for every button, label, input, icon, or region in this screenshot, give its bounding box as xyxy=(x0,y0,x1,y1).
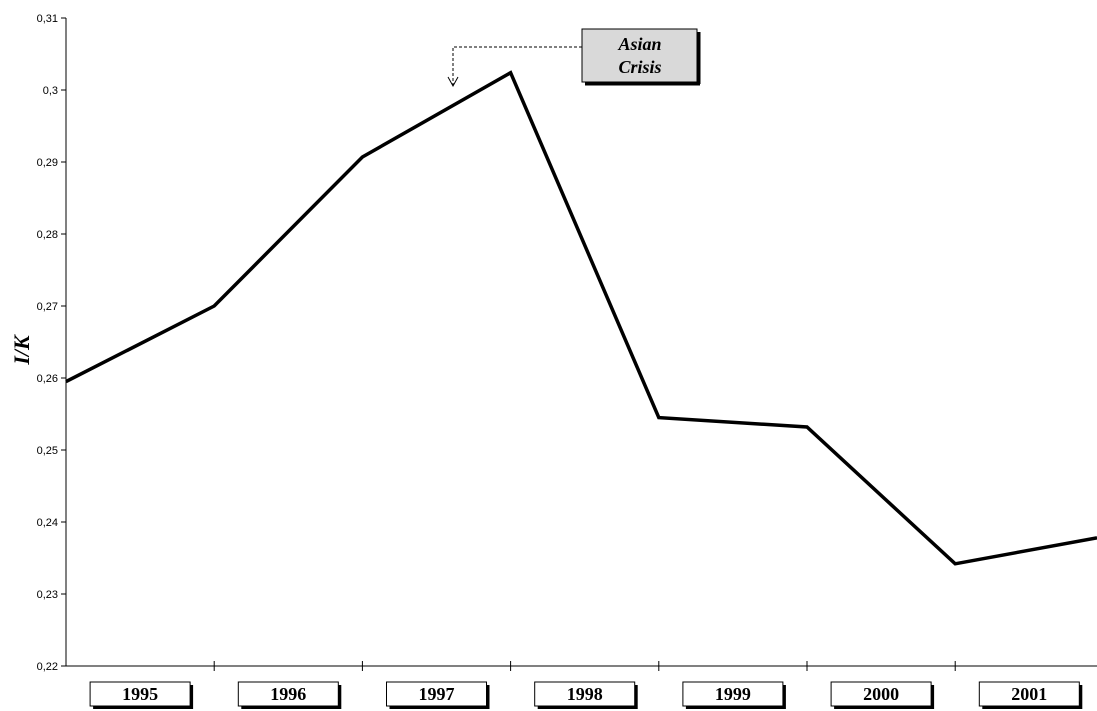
year-label-box xyxy=(386,681,487,707)
annotation-text-line-2: Crisis xyxy=(618,57,661,77)
x-ticks xyxy=(213,661,956,671)
annotation-arrowhead xyxy=(447,76,459,88)
series-line xyxy=(65,70,1097,566)
y-ticks: 0,22 0,23 0,24 0,25 0,26 0,27 0,28 0,29 0,3 0,31 xyxy=(37,13,66,673)
x-category-label: 1995 xyxy=(122,684,158,704)
y-tick-label: 0,29 xyxy=(37,157,58,169)
year-label-box xyxy=(830,681,932,707)
x-category-label: 1996 xyxy=(270,684,306,704)
y-tick-label: 0,22 xyxy=(37,661,58,673)
y-tick-label: 0,24 xyxy=(37,517,58,529)
y-tick-label: 0,28 xyxy=(37,229,58,241)
year-label-box xyxy=(237,681,339,707)
y-tick-label: 0,31 xyxy=(37,13,58,25)
y-axis-title: I/K xyxy=(9,334,34,366)
year-label-box xyxy=(682,681,784,707)
x-category-label: 2001 xyxy=(1011,684,1047,704)
y-tick-label: 0,26 xyxy=(37,373,58,385)
annotation-asian-crisis: Asian Crisis xyxy=(447,28,701,88)
x-category-label: 1998 xyxy=(567,684,603,704)
x-category-label: 1997 xyxy=(419,684,455,704)
annotation-leader-line xyxy=(452,46,582,85)
annotation-box xyxy=(581,28,698,83)
year-labels: 1995 1996 1997 1998 1999 2000 2001 xyxy=(89,681,1083,709)
y-tick-label: 0,3 xyxy=(43,85,58,97)
x-category-label: 1999 xyxy=(715,684,751,704)
annotation-text-line-1: Asian xyxy=(617,34,661,54)
year-label-box xyxy=(534,681,636,707)
y-tick-label: 0,23 xyxy=(37,589,58,601)
y-tick-label: 0,27 xyxy=(37,301,58,313)
year-label-box xyxy=(978,681,1080,707)
y-tick-label: 0,25 xyxy=(37,445,58,457)
year-label-box xyxy=(89,681,191,707)
x-category-label: 2000 xyxy=(863,684,899,704)
